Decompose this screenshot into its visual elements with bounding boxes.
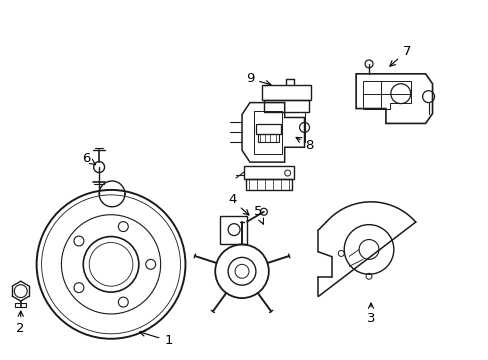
Text: 1: 1 (140, 331, 172, 347)
Text: 9: 9 (245, 72, 270, 86)
Text: 3: 3 (366, 303, 374, 325)
Text: 5: 5 (253, 205, 263, 224)
Text: 6: 6 (82, 152, 95, 165)
Text: 8: 8 (296, 138, 313, 152)
Text: 2: 2 (17, 311, 25, 336)
Text: 4: 4 (227, 193, 248, 215)
Text: 7: 7 (389, 45, 410, 66)
